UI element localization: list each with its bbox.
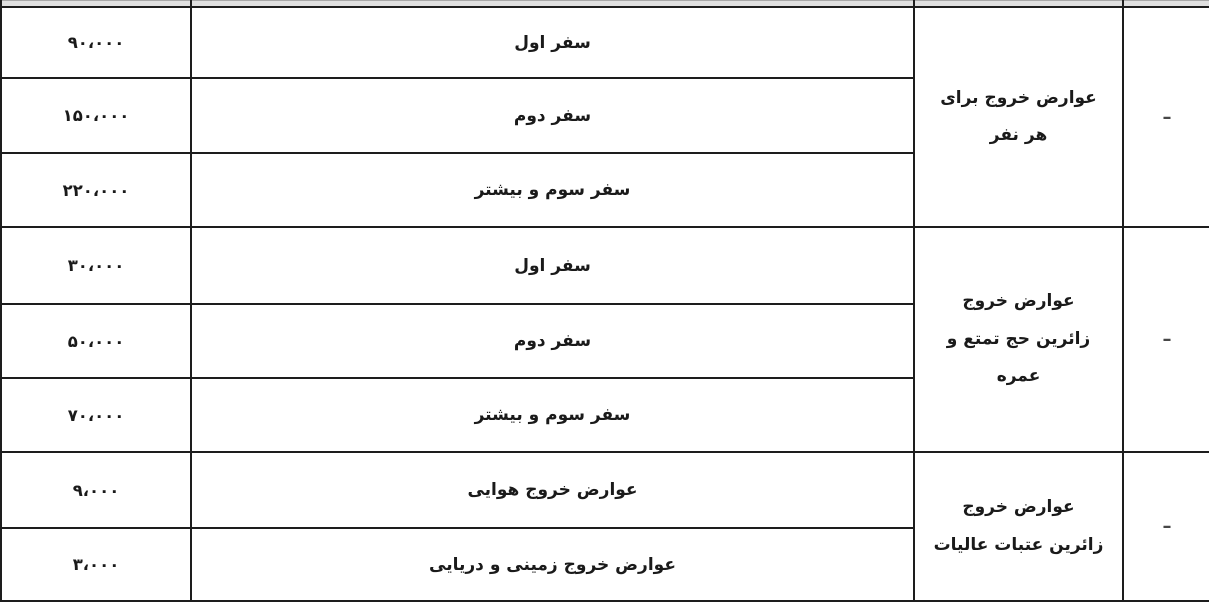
category-cell: عوارض خروج زائرین عتبات عالیات — [913, 451, 1124, 602]
amount-cell: ۷۰،۰۰۰ — [0, 377, 192, 453]
amount-cell: ۱۵۰،۰۰۰ — [0, 77, 192, 154]
marker-cell: – — [1122, 451, 1209, 602]
category-cell: عوارض خروج زائرین حج تمتع و عمره — [913, 226, 1124, 453]
trip-label-cell: سفر دوم — [190, 77, 915, 154]
marker-cell: – — [1122, 6, 1209, 228]
amount-cell: ۳،۰۰۰ — [0, 527, 192, 602]
table-row: – عوارض خروج زائرین عتبات عالیات عوارض خ… — [0, 451, 1209, 602]
table-row: سفر سوم و بیشتر ۲۲۰،۰۰۰ — [0, 152, 1209, 228]
trip-label-cell: سفر اول — [190, 226, 915, 305]
amount-cell: ۹،۰۰۰ — [0, 451, 192, 529]
amount-cell: ۹۰،۰۰۰ — [0, 6, 192, 79]
table-row: – عوارض خروج برای هر نفر سفر اول ۹۰،۰۰۰ — [0, 6, 1209, 228]
trip-label-cell: سفر دوم — [190, 303, 915, 379]
trip-label-cell: سفر اول — [190, 6, 915, 79]
marker-cell: – — [1122, 226, 1209, 453]
table-row: – عوارض خروج زائرین حج تمتع و عمره سفر ا… — [0, 226, 1209, 453]
amount-cell: ۲۲۰،۰۰۰ — [0, 152, 192, 228]
table-row: سفر سوم و بیشتر ۷۰،۰۰۰ — [0, 377, 1209, 453]
trip-label-cell: سفر سوم و بیشتر — [190, 377, 915, 453]
trip-label-cell: عوارض خروج زمینی و دریایی — [190, 527, 915, 602]
amount-cell: ۵۰،۰۰۰ — [0, 303, 192, 379]
table-row: سفر دوم ۱۵۰،۰۰۰ — [0, 77, 1209, 154]
trip-label-cell: سفر سوم و بیشتر — [190, 152, 915, 228]
category-cell: عوارض خروج برای هر نفر — [913, 6, 1124, 228]
trip-label-cell: عوارض خروج هوایی — [190, 451, 915, 529]
table-row: عوارض خروج زمینی و دریایی ۳،۰۰۰ — [0, 527, 1209, 602]
table-row: سفر دوم ۵۰،۰۰۰ — [0, 303, 1209, 379]
amount-cell: ۳۰،۰۰۰ — [0, 226, 192, 305]
